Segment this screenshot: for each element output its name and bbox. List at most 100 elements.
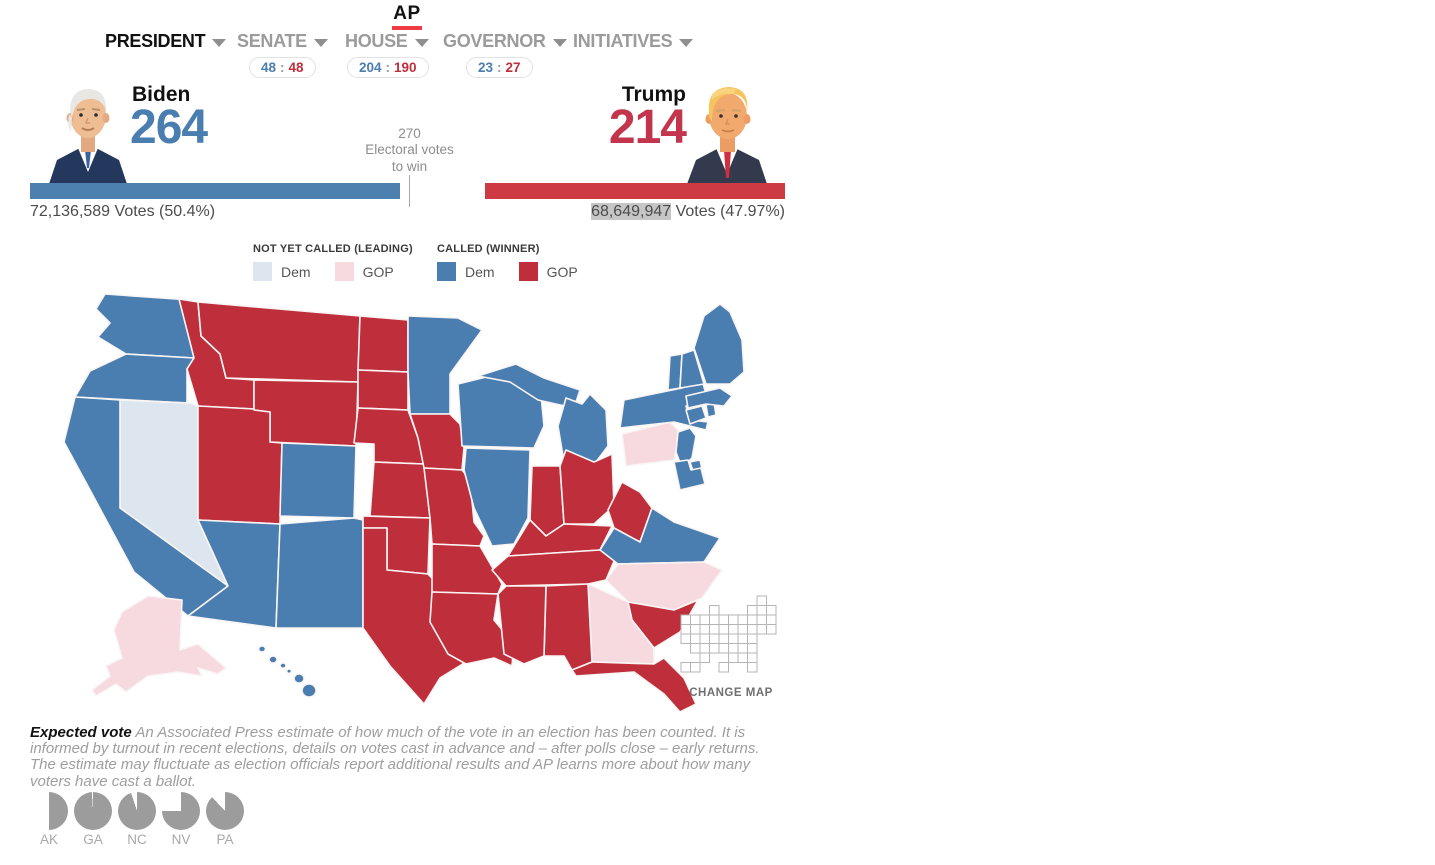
state-me[interactable] (693, 303, 745, 385)
state-md[interactable] (673, 459, 706, 491)
state-co[interactable] (279, 442, 357, 519)
state-ct[interactable] (685, 405, 707, 425)
270-marker-line (408, 175, 411, 207)
gop-candidate-name: Trump (621, 83, 686, 106)
gop-popular-vote: 68,649,947 Votes (47.97%) (591, 203, 785, 220)
expected-vote-note: Expected vote An Associated Press estima… (30, 724, 786, 790)
state-ar[interactable] (431, 543, 503, 595)
state-ny[interactable] (619, 379, 709, 431)
tab-senate-label: SENATE (237, 31, 307, 51)
house-score-badge: 204 : 190 (347, 57, 429, 78)
state-nh[interactable] (679, 349, 705, 389)
state-or[interactable] (74, 353, 195, 404)
expected-vote-pie-nc: NC (118, 792, 156, 847)
tab-initiatives-label: INITIATIVES (573, 31, 673, 51)
gop-leading-swatch (334, 262, 354, 281)
legend-item-gop-called: GOP (518, 262, 578, 281)
expected-vote-lead: Expected vote (30, 724, 132, 741)
dem-called-swatch (437, 262, 456, 281)
senate-gop-count: 48 (288, 60, 304, 75)
state-nm[interactable] (275, 517, 364, 629)
chevron-down-icon (414, 38, 429, 47)
tab-president[interactable]: PRESIDENT (105, 31, 227, 52)
gop-bar-segment (484, 183, 785, 199)
expected-vote-pie-ga: GA (74, 792, 112, 847)
house-gop-count: 190 (394, 60, 417, 75)
expected-vote-pie-ak: AK (30, 792, 68, 847)
state-sd[interactable] (357, 369, 409, 411)
state-ak[interactable] (91, 595, 227, 697)
chevron-down-icon (552, 38, 567, 47)
state-nj[interactable] (675, 427, 697, 469)
state-ma[interactable] (685, 387, 733, 409)
electoral-vote-bar (30, 175, 785, 207)
legend-not-yet-called: NOT YET CALLED (LEADING) Dem GOP (253, 243, 413, 281)
senate-dem-count: 48 (261, 60, 277, 75)
state-wa[interactable] (95, 293, 195, 359)
state-tn[interactable] (491, 549, 619, 587)
dem-bar-segment (30, 183, 401, 199)
state-la[interactable] (429, 591, 515, 667)
state-ms[interactable] (497, 585, 547, 665)
pie-chart (162, 792, 200, 830)
electoral-votes-to-win-label: 270 Electoral votes to win (365, 126, 454, 174)
ap-logo-text: AP (393, 3, 421, 24)
state-pa[interactable] (621, 421, 681, 467)
popular-vote-row: 72,136,589 Votes (50.4%) 68,649,947 Vote… (30, 203, 785, 221)
chevron-down-icon (679, 38, 694, 47)
state-al[interactable] (543, 583, 593, 671)
state-ks[interactable] (369, 461, 431, 519)
pie-chart (206, 792, 244, 830)
governor-score-badge: 23 : 27 (466, 57, 533, 78)
score-separator: : (280, 60, 285, 75)
pie-chart (74, 792, 112, 830)
cartogram-grid-icon (680, 595, 777, 673)
pie-state-label: PA (216, 832, 234, 847)
legend-item-gop-leading: GOP (334, 262, 394, 281)
state-nd[interactable] (357, 315, 409, 373)
state-mn[interactable] (407, 315, 483, 415)
biden-avatar (49, 89, 127, 184)
dem-electoral-votes: 264 (130, 101, 208, 154)
gop-called-swatch (518, 262, 538, 281)
ap-logo[interactable]: AP (390, 3, 424, 30)
us-results-map (30, 280, 790, 715)
legend-item-dem-called: Dem (437, 262, 495, 281)
expected-vote-pies: AK GA NC NV PA (30, 792, 244, 847)
legend-called: CALLED (WINNER) Dem GOP (437, 243, 578, 281)
state-mi_up[interactable] (477, 363, 581, 409)
chevron-down-icon (313, 38, 328, 47)
state-ut[interactable] (197, 405, 283, 525)
state-il[interactable] (463, 447, 531, 547)
ap-logo-underline (392, 26, 422, 30)
score-separator: : (497, 60, 502, 75)
senate-score-badge: 48 : 48 (249, 57, 316, 78)
tab-house[interactable]: HOUSE (345, 31, 429, 52)
tab-initiatives[interactable]: INITIATIVES (573, 31, 694, 52)
pie-state-label: NV (171, 832, 191, 847)
tab-governor[interactable]: GOVERNOR (443, 31, 567, 52)
tab-house-label: HOUSE (345, 31, 408, 51)
expected-vote-description: An Associated Press estimate of how much… (30, 724, 760, 790)
state-oh[interactable] (559, 449, 615, 525)
score-separator: : (385, 60, 391, 75)
state-fl[interactable] (571, 657, 697, 713)
expected-vote-pie-pa: PA (206, 792, 244, 847)
tab-governor-label: GOVERNOR (443, 31, 546, 51)
pie-state-label: NC (127, 832, 147, 847)
gop-vote-number-highlighted: 68,649,947 (591, 203, 672, 220)
pie-chart (118, 792, 156, 830)
state-hi[interactable] (257, 645, 317, 698)
change-map-button[interactable]: CHANGE MAP (672, 594, 790, 699)
governor-dem-count: 23 (478, 60, 494, 75)
expected-vote-pie-nv: NV (162, 792, 200, 847)
tab-senate[interactable]: SENATE (237, 31, 328, 52)
chevron-down-icon (212, 38, 227, 47)
gop-electoral-votes: 214 (608, 101, 687, 154)
pie-chart (30, 792, 68, 830)
governor-gop-count: 27 (505, 60, 521, 75)
dem-popular-vote: 72,136,589 Votes (50.4%) (30, 203, 216, 220)
state-ia[interactable] (409, 413, 465, 471)
trump-avatar (687, 87, 767, 184)
house-dem-count: 204 (359, 60, 382, 75)
